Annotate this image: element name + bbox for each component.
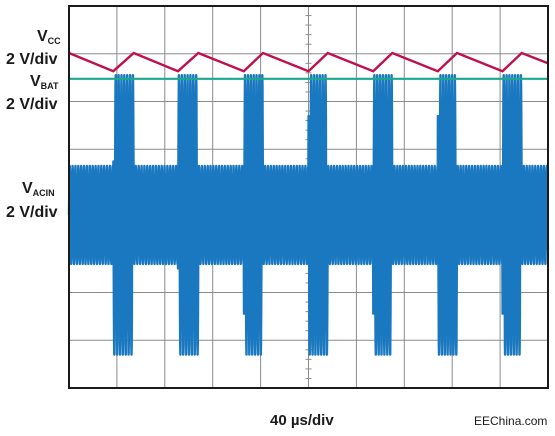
vacin-subscript: ACIN — [32, 188, 55, 198]
vacin-channel-label: VACIN — [22, 180, 55, 202]
vcc-symbol: V — [37, 28, 48, 45]
vbat-channel-label: VBAT — [30, 73, 59, 95]
vbat-scale-label: 2 V/div — [6, 96, 58, 113]
trace-vacin — [67, 74, 550, 356]
vbat-symbol: V — [30, 73, 41, 90]
vbat-subscript: BAT — [40, 81, 59, 91]
watermark: EEChina.com — [474, 414, 548, 428]
x-axis-label: 40 µs/div — [270, 412, 334, 429]
vcc-scale-label: 2 V/div — [6, 51, 58, 68]
plot-frame — [68, 5, 549, 389]
vcc-channel-label: VCC — [37, 28, 61, 50]
vcc-subscript: CC — [47, 36, 61, 46]
vacin-scale-label: 2 V/div — [6, 204, 58, 221]
vacin-symbol: V — [22, 180, 33, 197]
trace-vcc — [68, 51, 549, 73]
